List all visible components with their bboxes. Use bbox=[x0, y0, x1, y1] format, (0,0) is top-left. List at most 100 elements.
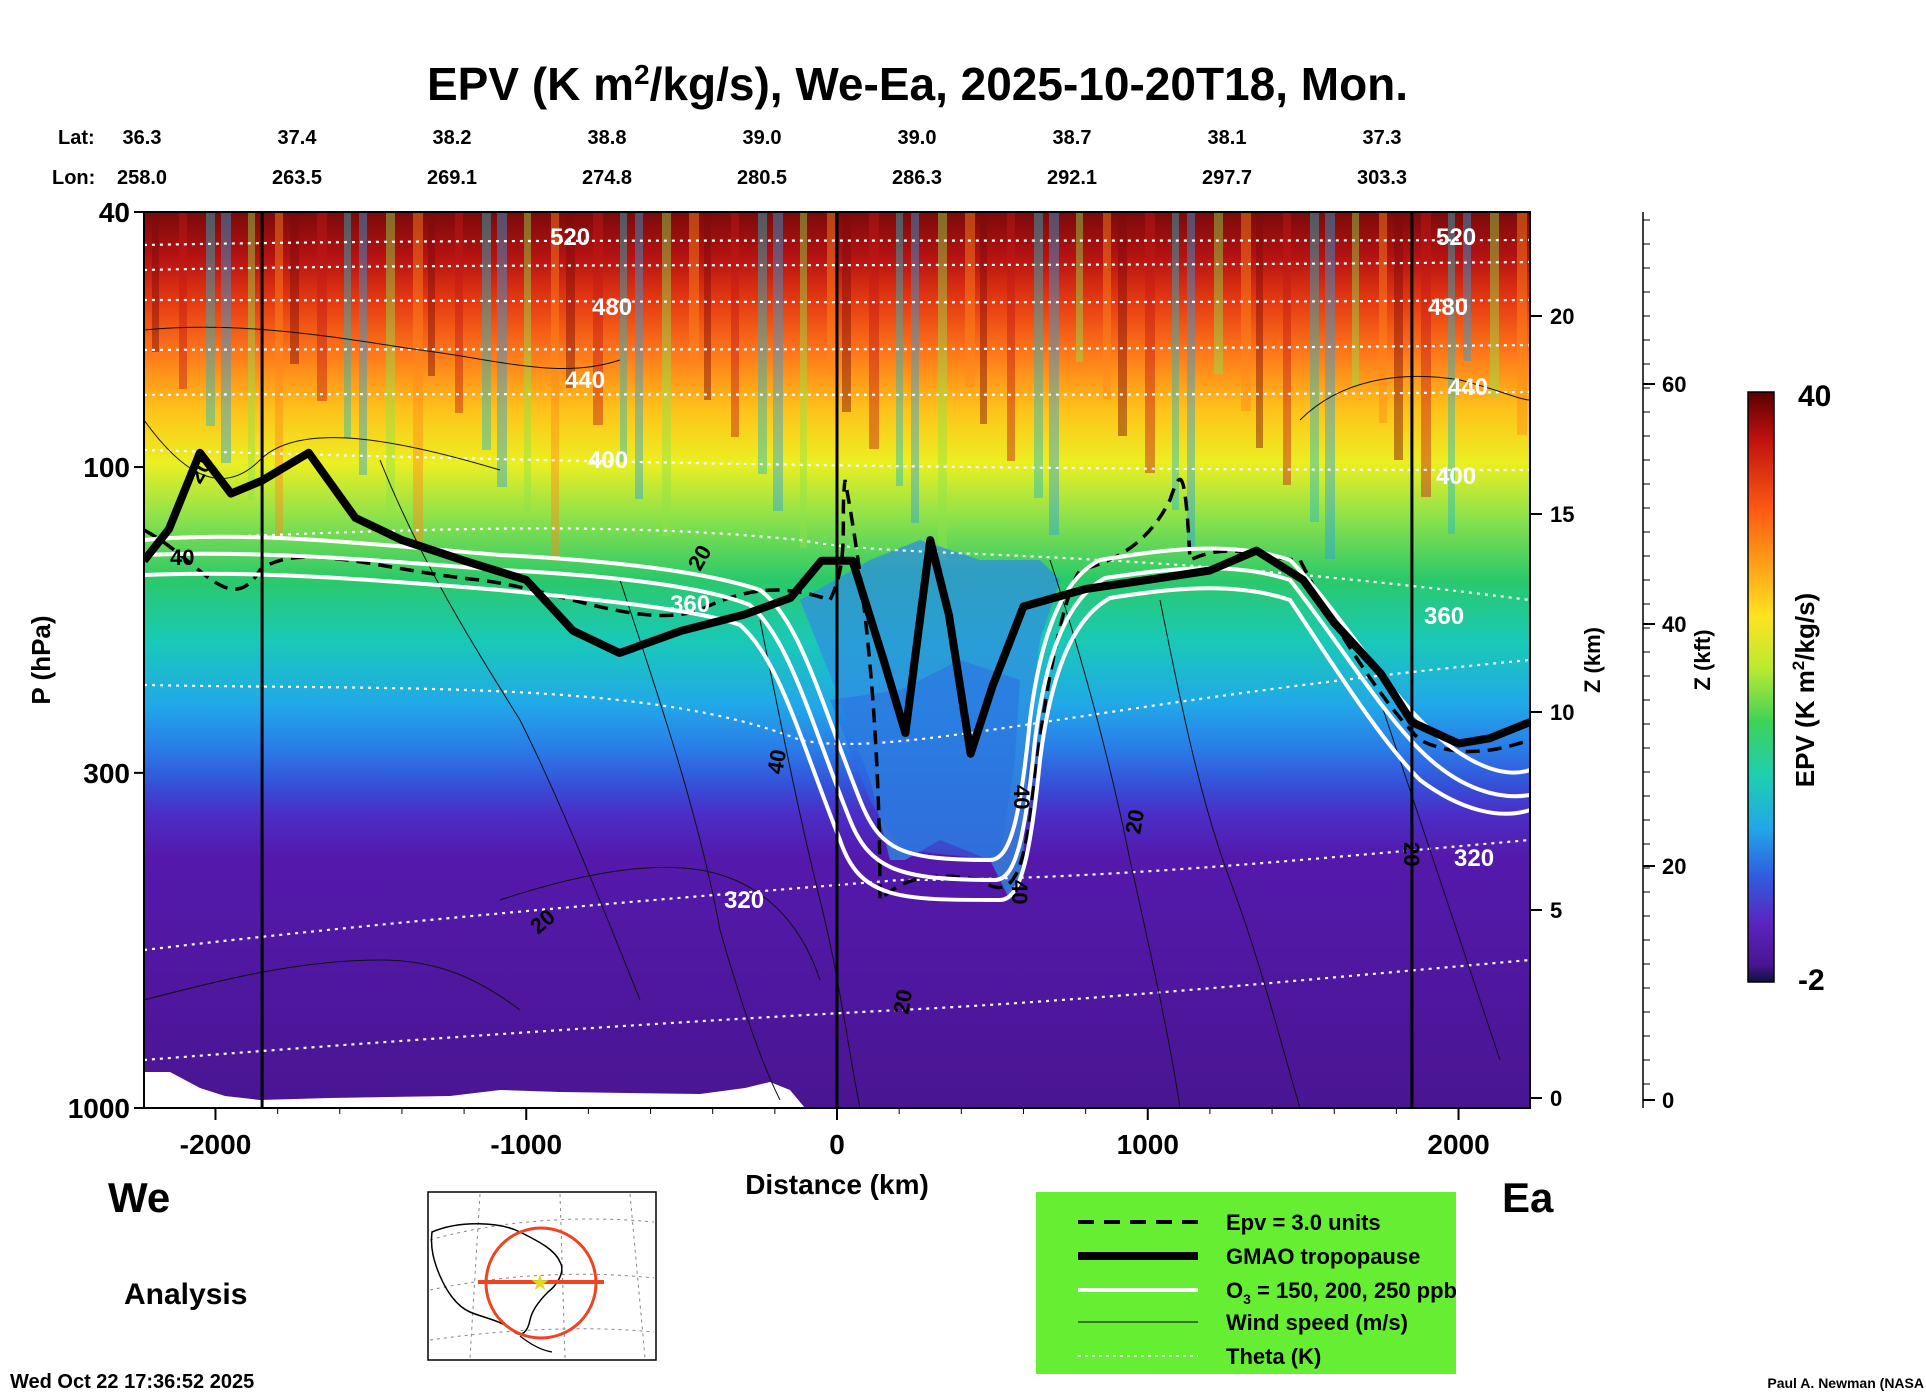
credit: Paul A. Newman (NASA bbox=[1767, 1375, 1924, 1391]
epv-streak bbox=[1214, 212, 1223, 374]
z-km-tick-label: 5 bbox=[1550, 898, 1562, 923]
epv-streak bbox=[566, 212, 575, 388]
caribbean-outline bbox=[519, 1335, 553, 1353]
theta-label-520-right: 520 bbox=[1436, 224, 1476, 251]
epv-streak bbox=[827, 212, 835, 375]
epv-streak bbox=[1187, 212, 1195, 547]
epv-streak bbox=[842, 212, 851, 412]
z-kft-axis: 0 20 40 60 bbox=[1643, 219, 1686, 1113]
epv-streak bbox=[1421, 212, 1431, 497]
theta-label-400: 400 bbox=[588, 447, 628, 474]
legend-label-ozone: O3 = 150, 200, 250 ppb bbox=[1226, 1278, 1457, 1307]
lon-value: 303.3 bbox=[1357, 167, 1407, 189]
epv-streak bbox=[1172, 212, 1179, 510]
lon-value: 274.8 bbox=[582, 167, 632, 189]
epv-streak bbox=[1517, 212, 1527, 435]
epv-streak bbox=[1145, 212, 1155, 473]
gmao-tropopause-line bbox=[144, 448, 1530, 758]
y-tick-label: 40 bbox=[99, 197, 130, 228]
lat-value: 39.0 bbox=[898, 127, 937, 149]
lon-value: 269.1 bbox=[427, 167, 477, 189]
x-tick-label: -2000 bbox=[180, 1129, 252, 1160]
colorbar-min-label: -2 bbox=[1798, 964, 1825, 997]
epv-streak bbox=[1379, 212, 1387, 423]
y-axis-label: P (hPa) bbox=[26, 615, 56, 704]
epv-streak bbox=[980, 212, 987, 424]
epv-streak bbox=[290, 212, 299, 364]
center-star-icon: ★ bbox=[530, 1270, 550, 1295]
epv-streak bbox=[344, 212, 351, 438]
z-km-axis: 0 5 10 15 20 bbox=[1530, 304, 1574, 1111]
z-kft-axis-label: Z (kft) bbox=[1690, 629, 1715, 690]
x-tick-label: 0 bbox=[829, 1129, 845, 1160]
epv-streak bbox=[221, 212, 231, 463]
theta-label-360: 360 bbox=[670, 591, 710, 618]
epv-streak bbox=[704, 212, 711, 400]
inset-map: ★ bbox=[427, 1191, 657, 1361]
theta-label-360-right: 360 bbox=[1424, 603, 1464, 630]
theta-label-440-right: 440 bbox=[1448, 374, 1488, 401]
lon-value: 292.1 bbox=[1047, 167, 1097, 189]
z-km-tick-label: 20 bbox=[1550, 304, 1574, 329]
epv-streak bbox=[1310, 212, 1319, 522]
analysis-label: Analysis bbox=[124, 1278, 247, 1311]
wind-label-40-intrusion-low: 40 bbox=[1007, 880, 1032, 904]
lat-row-label: Lat: bbox=[58, 127, 95, 149]
ground-mask bbox=[144, 1072, 805, 1108]
epv-streak bbox=[800, 212, 807, 548]
lat-value: 36.3 bbox=[123, 127, 162, 149]
lat-value: 37.4 bbox=[278, 127, 318, 149]
epv-streak bbox=[689, 212, 699, 363]
epv-streak bbox=[938, 212, 947, 560]
y-tick-label: 1000 bbox=[68, 1093, 130, 1124]
lat-value: 38.1 bbox=[1208, 127, 1247, 149]
theta-contours bbox=[144, 238, 1530, 1062]
y-tick-label: 100 bbox=[83, 452, 130, 483]
timestamp: Wed Oct 22 17:36:52 2025 bbox=[10, 1371, 254, 1393]
epv-streak bbox=[635, 212, 643, 499]
lat-lon-labels: 36.3 37.4 38.2 38.8 39.0 39.0 38.7 38.1 37.3 258.… bbox=[117, 127, 1407, 189]
z-km-axis-label: Z (km) bbox=[1580, 627, 1605, 693]
epv-streak bbox=[896, 212, 903, 486]
epv-streak bbox=[593, 212, 603, 425]
wind-label-20-right: 20 bbox=[1120, 807, 1149, 835]
colorbar-label: EPV (K m2/kg/s) bbox=[1789, 593, 1820, 787]
vertical-marker-lines bbox=[260, 212, 1414, 1108]
north-america-outline bbox=[430, 1223, 563, 1335]
epv-streak bbox=[1490, 212, 1499, 398]
epv-streak bbox=[206, 212, 215, 426]
epv-streak bbox=[911, 212, 919, 523]
legend: Epv = 3.0 units GMAO tropopause O3 = 150… bbox=[1036, 1192, 1457, 1374]
epv-streak bbox=[1007, 212, 1015, 461]
lat-value: 39.0 bbox=[743, 127, 782, 149]
lon-row-label: Lon: bbox=[52, 167, 95, 189]
wind-label-40-mid: 40 bbox=[762, 747, 791, 775]
epv-streak bbox=[869, 212, 879, 449]
epv-streak bbox=[1049, 212, 1059, 535]
epv-streak bbox=[317, 212, 327, 401]
epv-streak bbox=[1448, 212, 1455, 534]
epv-streak bbox=[1394, 212, 1403, 460]
epv-streak bbox=[731, 212, 739, 437]
epv-streak bbox=[1103, 212, 1111, 399]
lat-value: 38.2 bbox=[433, 127, 472, 149]
legend-label-theta: Theta (K) bbox=[1226, 1344, 1321, 1369]
lon-value: 280.5 bbox=[737, 167, 787, 189]
epv-streak bbox=[1118, 212, 1127, 436]
theta-label-520: 520 bbox=[550, 224, 590, 251]
epv-streak bbox=[662, 212, 671, 536]
epv-streak bbox=[1256, 212, 1263, 448]
theta-label-320: 320 bbox=[724, 887, 764, 914]
epv-streak bbox=[1463, 212, 1471, 361]
epv-streak bbox=[1283, 212, 1291, 485]
epv-streak bbox=[386, 212, 395, 512]
epv-streak bbox=[551, 212, 559, 561]
epv-streak bbox=[620, 212, 627, 462]
z-kft-tick-label: 60 bbox=[1662, 372, 1686, 397]
wind-label-20-bottom: 20 bbox=[888, 987, 917, 1015]
epv-streak bbox=[497, 212, 507, 487]
epv-streak bbox=[248, 212, 255, 500]
theta-label-320-right: 320 bbox=[1454, 845, 1494, 872]
epv-streak bbox=[1076, 212, 1083, 362]
chart-title: EPV (K m2/kg/s), We-Ea, 2025-10-20T18, M… bbox=[427, 58, 1408, 110]
